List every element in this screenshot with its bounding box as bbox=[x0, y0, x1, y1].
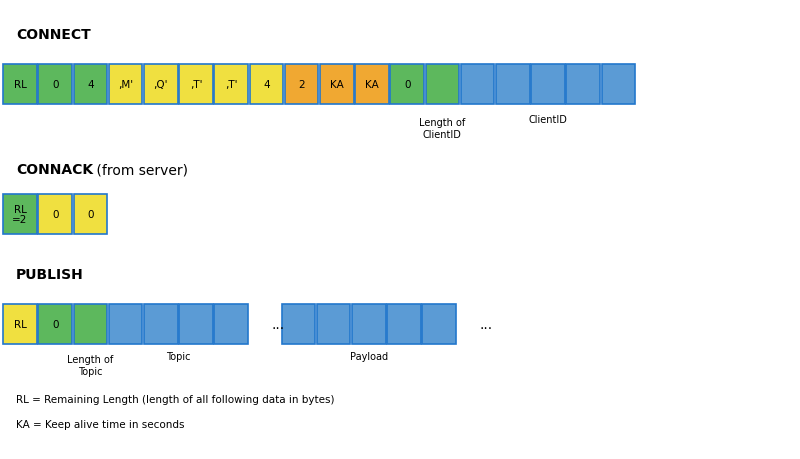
Text: CONNECT: CONNECT bbox=[16, 28, 90, 42]
Text: 0: 0 bbox=[52, 210, 58, 219]
Text: RL
=2: RL =2 bbox=[12, 204, 28, 225]
FancyBboxPatch shape bbox=[38, 65, 72, 105]
FancyBboxPatch shape bbox=[38, 195, 72, 235]
Text: Payload: Payload bbox=[350, 351, 388, 361]
FancyBboxPatch shape bbox=[144, 65, 178, 105]
FancyBboxPatch shape bbox=[74, 65, 107, 105]
Text: 2: 2 bbox=[298, 80, 305, 90]
Text: 4: 4 bbox=[87, 80, 94, 90]
Text: 0: 0 bbox=[87, 210, 94, 219]
FancyBboxPatch shape bbox=[387, 304, 421, 344]
FancyBboxPatch shape bbox=[320, 65, 354, 105]
Text: ...: ... bbox=[480, 317, 493, 331]
FancyBboxPatch shape bbox=[352, 304, 386, 344]
Text: ,T': ,T' bbox=[190, 80, 202, 90]
FancyBboxPatch shape bbox=[3, 65, 37, 105]
FancyBboxPatch shape bbox=[179, 304, 213, 344]
FancyBboxPatch shape bbox=[531, 65, 565, 105]
Text: 0: 0 bbox=[52, 80, 58, 90]
Text: ClientID: ClientID bbox=[529, 115, 567, 125]
FancyBboxPatch shape bbox=[282, 304, 315, 344]
FancyBboxPatch shape bbox=[3, 195, 37, 235]
FancyBboxPatch shape bbox=[38, 304, 72, 344]
Text: KA = Keep alive time in seconds: KA = Keep alive time in seconds bbox=[16, 419, 185, 429]
FancyBboxPatch shape bbox=[214, 304, 248, 344]
FancyBboxPatch shape bbox=[496, 65, 530, 105]
Text: RL = Remaining Length (length of all following data in bytes): RL = Remaining Length (length of all fol… bbox=[16, 394, 334, 404]
FancyBboxPatch shape bbox=[109, 304, 142, 344]
FancyBboxPatch shape bbox=[317, 304, 350, 344]
FancyBboxPatch shape bbox=[390, 65, 424, 105]
FancyBboxPatch shape bbox=[422, 304, 456, 344]
FancyBboxPatch shape bbox=[566, 65, 600, 105]
Text: Length of
Topic: Length of Topic bbox=[67, 354, 114, 376]
FancyBboxPatch shape bbox=[109, 65, 142, 105]
FancyBboxPatch shape bbox=[602, 65, 635, 105]
Text: CONNACK: CONNACK bbox=[16, 162, 93, 177]
FancyBboxPatch shape bbox=[250, 65, 283, 105]
Text: (from server): (from server) bbox=[92, 162, 188, 177]
Text: KA: KA bbox=[365, 80, 379, 90]
FancyBboxPatch shape bbox=[461, 65, 494, 105]
FancyBboxPatch shape bbox=[179, 65, 213, 105]
Text: RL: RL bbox=[14, 319, 26, 329]
Text: RL: RL bbox=[14, 80, 26, 90]
FancyBboxPatch shape bbox=[144, 304, 178, 344]
Text: PUBLISH: PUBLISH bbox=[16, 268, 84, 281]
Text: 4: 4 bbox=[263, 80, 270, 90]
Text: KA: KA bbox=[330, 80, 344, 90]
FancyBboxPatch shape bbox=[355, 65, 389, 105]
FancyBboxPatch shape bbox=[74, 304, 107, 344]
FancyBboxPatch shape bbox=[285, 65, 318, 105]
Text: ,Q': ,Q' bbox=[154, 80, 168, 90]
FancyBboxPatch shape bbox=[3, 304, 37, 344]
FancyBboxPatch shape bbox=[426, 65, 459, 105]
Text: ...: ... bbox=[272, 317, 285, 331]
Text: Topic: Topic bbox=[166, 351, 190, 361]
FancyBboxPatch shape bbox=[74, 195, 107, 235]
Text: ,M': ,M' bbox=[118, 80, 133, 90]
FancyBboxPatch shape bbox=[214, 65, 248, 105]
Text: Length of
ClientID: Length of ClientID bbox=[419, 118, 466, 139]
Text: ,T': ,T' bbox=[225, 80, 238, 90]
Text: 0: 0 bbox=[404, 80, 410, 90]
Text: 0: 0 bbox=[52, 319, 58, 329]
